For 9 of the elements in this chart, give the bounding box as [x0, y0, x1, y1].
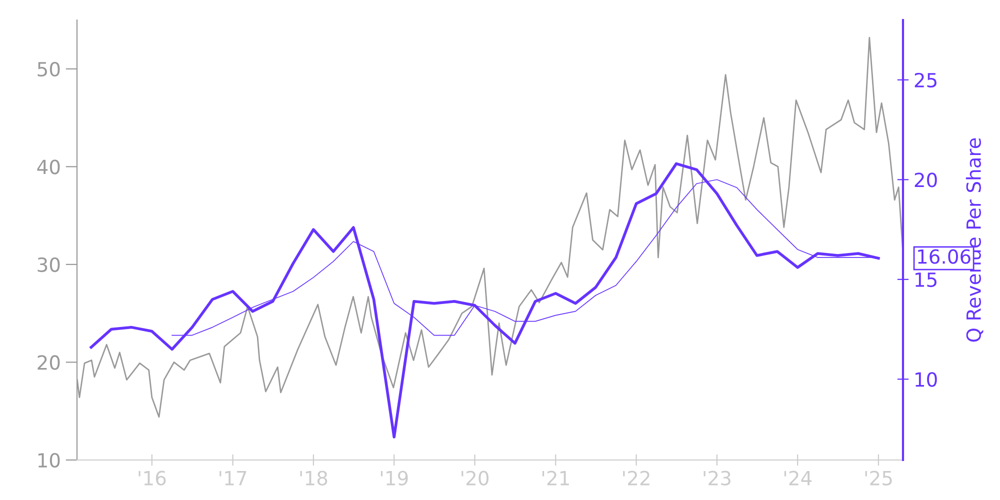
y-tick-label: 50 [38, 62, 60, 77]
y-tick-label: 20 [38, 355, 60, 370]
y-tick-label: 30 [38, 257, 60, 272]
y-tick-label: 10 [38, 452, 60, 468]
y2-tick-label: 10 [916, 372, 937, 387]
y-tick-label: 40 [37, 160, 60, 174]
y2-tick-label: 15 [916, 272, 936, 288]
y2-tick-label: 20 [914, 172, 937, 188]
y2-tick-label: 25 [914, 72, 936, 88]
